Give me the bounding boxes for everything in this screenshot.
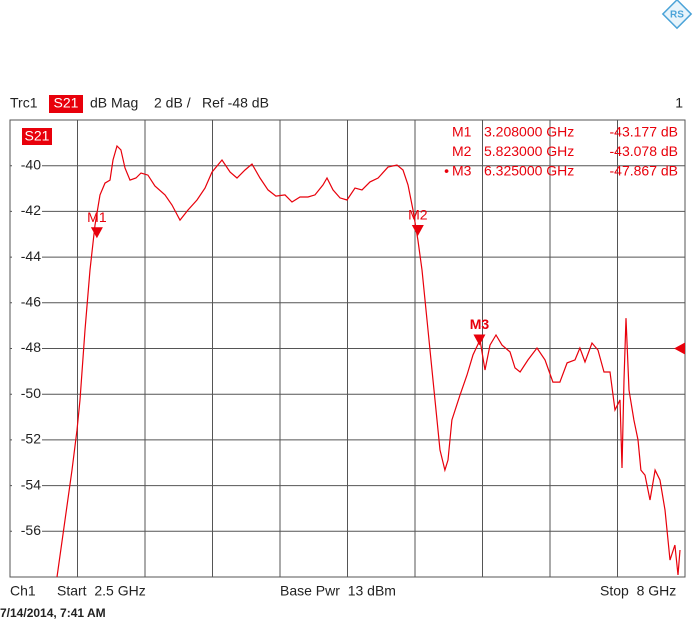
y-tick-bg	[12, 203, 42, 220]
logo: RS	[661, 0, 693, 30]
y-tick-label: -42	[21, 202, 41, 218]
y-tick-label: -52	[21, 431, 41, 447]
format-label: dB Mag	[90, 95, 138, 111]
legend-box	[22, 128, 52, 145]
marker-value: -43.177 dB	[610, 124, 679, 140]
ref-label: Ref -48 dB	[202, 95, 269, 111]
y-tick-label: -48	[21, 339, 41, 355]
y-tick-bg	[12, 249, 42, 266]
y-tick-bg	[12, 294, 42, 311]
marker	[473, 334, 486, 346]
marker-prefix: •	[444, 163, 449, 179]
legend-label: S21	[25, 128, 50, 144]
y-tick-bg	[12, 523, 42, 540]
marker-freq: 6.325000 GHz	[484, 163, 574, 179]
marker-label: M1	[87, 209, 107, 225]
param-label: S21	[54, 95, 79, 111]
marker-freq: 5.823000 GHz	[484, 143, 574, 159]
marker	[90, 227, 103, 239]
timestamp: 7/14/2014, 7:41 AM	[0, 606, 106, 620]
stop-label: Stop 8 GHz	[600, 583, 676, 599]
marker-value: -43.078 dB	[610, 143, 679, 159]
marker-name: M3	[452, 163, 472, 179]
trace-line	[56, 144, 681, 578]
y-tick-label: -46	[21, 294, 41, 310]
ref-level-arrow	[674, 342, 685, 355]
marker-label: M3	[470, 316, 490, 332]
y-tick-bg	[12, 431, 42, 448]
y-tick-bg	[12, 386, 42, 403]
marker-label: M2	[408, 207, 428, 223]
scale-label: 2 dB /	[154, 95, 191, 111]
marker	[411, 225, 424, 237]
y-tick-label: -44	[21, 248, 41, 264]
y-tick-label: -54	[21, 476, 41, 492]
y-tick-bg	[12, 477, 42, 494]
svg-text:RS: RS	[670, 10, 684, 21]
y-tick-bg	[12, 157, 42, 174]
marker-name: M1	[452, 124, 472, 140]
param-box	[49, 95, 83, 113]
plot-area: -40 -42 -44 -46 -48 -50 -52 -54 -56 S21 M1 M1 3.2080…	[9, 119, 686, 578]
marker-value: -47.867 dB	[610, 163, 679, 179]
trace-label: Trc1	[10, 95, 38, 111]
y-tick-label: -56	[21, 522, 41, 538]
start-label: Start 2.5 GHz	[57, 583, 146, 599]
channel-number: 1	[675, 95, 683, 111]
channel-label: Ch1	[10, 583, 36, 599]
y-tick-label: -40	[21, 156, 41, 172]
base-power-label: Base Pwr 13 dBm	[280, 583, 396, 599]
marker-name: M2	[452, 143, 472, 159]
y-tick-bg	[12, 340, 42, 357]
marker-freq: 3.208000 GHz	[484, 124, 574, 140]
y-tick-label: -50	[21, 385, 41, 401]
